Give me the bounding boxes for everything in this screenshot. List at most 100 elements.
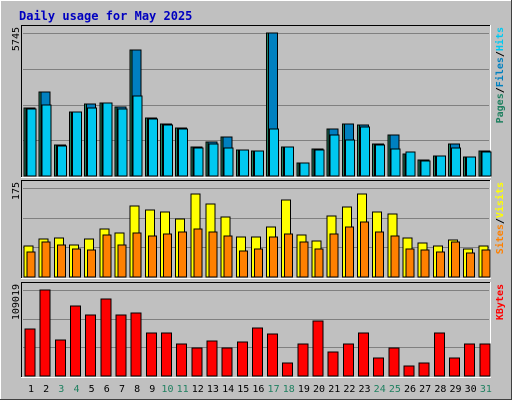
sites-bar-12 <box>193 228 203 278</box>
panel-visits-sites-ymax-label: 175 <box>11 182 22 200</box>
x-tick-label-9: 9 <box>149 384 155 395</box>
sites-bar-9 <box>147 235 157 278</box>
panel-hits-files-pages-legend-separator: / <box>495 51 506 57</box>
sites-bar-24 <box>375 231 385 278</box>
sites-bar-26 <box>405 248 415 278</box>
sites-bar-30 <box>466 252 476 278</box>
x-tick-label-17: 17 <box>268 384 280 395</box>
sites-bar-13 <box>208 231 218 278</box>
hits-bar-3 <box>56 145 67 177</box>
x-tick-label-6: 6 <box>104 384 110 395</box>
sites-bar-29 <box>451 241 461 278</box>
kbytes-bar-1 <box>24 328 36 377</box>
hits-bar-6 <box>102 102 113 177</box>
sites-bar-28 <box>435 251 445 278</box>
sites-bar-2 <box>41 241 51 278</box>
kbytes-bar-3 <box>54 339 66 377</box>
kbytes-bar-29 <box>449 357 461 377</box>
legend-visits: Visits <box>494 182 506 218</box>
kbytes-bar-10 <box>160 332 172 377</box>
legend-pages: Pages <box>495 93 506 123</box>
hits-bar-11 <box>178 128 189 177</box>
x-tick-label-3: 3 <box>58 384 64 395</box>
sites-bar-25 <box>390 235 400 278</box>
x-tick-label-10: 10 <box>161 384 173 395</box>
hits-bar-19 <box>299 162 310 177</box>
x-tick-label-2: 2 <box>43 384 49 395</box>
kbytes-bar-8 <box>130 312 142 377</box>
sites-bar-19 <box>299 241 309 278</box>
hits-bar-14 <box>223 147 234 177</box>
kbytes-bar-19 <box>297 343 309 377</box>
kbytes-bar-28 <box>433 332 445 377</box>
hits-bar-9 <box>147 118 158 177</box>
hits-bar-21 <box>329 134 340 177</box>
x-tick-label-24: 24 <box>374 384 386 395</box>
hits-bar-10 <box>162 124 173 177</box>
x-tick-label-21: 21 <box>328 384 340 395</box>
hits-bar-17 <box>269 128 280 177</box>
kbytes-bar-13 <box>206 340 218 377</box>
x-tick-label-31: 31 <box>480 384 492 395</box>
hits-bar-23 <box>360 126 371 177</box>
hits-bar-12 <box>193 147 204 177</box>
kbytes-bar-11 <box>176 343 188 377</box>
panel-visits-sites-legend-separator: / <box>495 218 506 224</box>
x-tick-label-12: 12 <box>192 384 204 395</box>
sites-bar-18 <box>284 233 294 278</box>
x-tick-label-4: 4 <box>73 384 79 395</box>
x-tick-label-8: 8 <box>134 384 140 395</box>
sites-bar-1 <box>26 251 36 278</box>
x-tick-label-19: 19 <box>298 384 310 395</box>
kbytes-bar-24 <box>373 357 385 377</box>
kbytes-bar-23 <box>358 332 370 377</box>
kbytes-bar-26 <box>403 365 415 377</box>
sites-bar-15 <box>238 250 248 278</box>
kbytes-bar-5 <box>85 314 97 377</box>
sites-bar-7 <box>117 244 127 278</box>
hits-bar-20 <box>314 149 325 177</box>
kbytes-bar-17 <box>267 333 279 377</box>
hits-bar-1 <box>26 108 37 177</box>
x-tick-label-14: 14 <box>222 384 234 395</box>
x-tick-label-28: 28 <box>434 384 446 395</box>
sites-bar-6 <box>102 234 112 278</box>
x-tick-label-23: 23 <box>359 384 371 395</box>
kbytes-bar-31 <box>479 343 491 377</box>
plot-layer: 5745Pages/Files/Hits175Sites/Visits10901… <box>11 25 506 395</box>
hits-bar-7 <box>117 108 128 177</box>
hits-bar-18 <box>284 146 295 177</box>
x-tick-label-22: 22 <box>343 384 355 395</box>
x-tick-label-15: 15 <box>237 384 249 395</box>
legend-kbytes: KBytes <box>495 284 506 320</box>
hits-bar-27 <box>420 160 431 177</box>
kbytes-bar-12 <box>191 347 203 377</box>
panel-hits-files-pages-legend: Pages/Files/Hits <box>494 27 506 123</box>
hits-bar-29 <box>451 147 462 177</box>
x-tick-label-13: 13 <box>207 384 219 395</box>
legend-sites: Sites <box>494 224 506 254</box>
kbytes-bar-2 <box>39 289 51 377</box>
hits-bar-16 <box>253 150 264 177</box>
kbytes-bar-4 <box>69 305 81 377</box>
sites-bar-5 <box>87 249 97 278</box>
x-tick-label-16: 16 <box>252 384 264 395</box>
sites-bar-4 <box>71 248 81 278</box>
kbytes-bar-9 <box>145 332 157 377</box>
panel-visits-sites-legend: Sites/Visits <box>494 182 506 254</box>
hits-bar-13 <box>208 143 219 177</box>
sites-bar-21 <box>329 233 339 278</box>
hits-bar-8 <box>132 95 143 177</box>
sites-bar-22 <box>344 226 354 278</box>
hits-bar-31 <box>481 151 492 177</box>
legend-hits: Hits <box>494 27 506 51</box>
sites-bar-10 <box>162 233 172 278</box>
hits-bar-28 <box>435 155 446 177</box>
kbytes-bar-6 <box>100 298 112 377</box>
hits-bar-25 <box>390 148 401 177</box>
sites-bar-23 <box>360 221 370 278</box>
x-tick-label-7: 7 <box>119 384 125 395</box>
sites-bar-8 <box>132 232 142 278</box>
